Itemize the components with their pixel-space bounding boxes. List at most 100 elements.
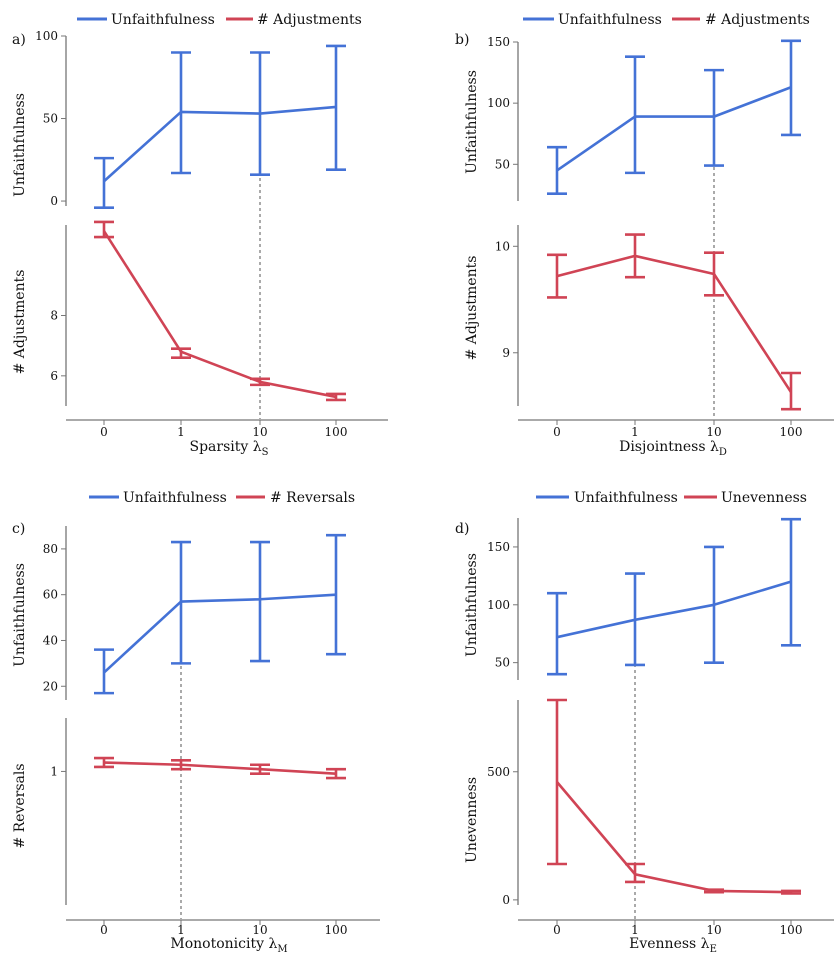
x-axis-label: Sparsity λS <box>190 439 269 458</box>
top-y-tick-label: 0 <box>50 194 58 208</box>
x-axis-label-subscript: M <box>277 944 287 955</box>
top-series-line <box>103 105 337 183</box>
x-tick-label: 10 <box>706 425 721 439</box>
top-error-bar <box>704 545 724 664</box>
bottom-error-bar <box>704 251 724 297</box>
top-y-tick-label: 150 <box>487 35 510 49</box>
legend-label-secondary: Unevenness <box>721 490 807 506</box>
top-error-bar <box>94 648 114 695</box>
bottom-error-bar <box>547 698 567 866</box>
chart-panel-d: 0 1 10 100 50 100 150 0 500 <box>487 495 834 937</box>
top-error-bar <box>250 540 270 663</box>
bottom-series-line <box>556 254 793 393</box>
bottom-error-bar <box>781 889 801 895</box>
bottom-series-line <box>103 761 337 775</box>
x-tick-label: 0 <box>553 425 561 439</box>
top-error-bar <box>625 55 645 175</box>
x-tick-label: 100 <box>325 425 348 439</box>
bottom-error-bar <box>704 888 724 894</box>
legend-label-unfaithfulness: Unfaithfulness <box>558 12 662 28</box>
top-y-tick-label: 40 <box>43 633 58 647</box>
bottom-series-line <box>102 230 337 399</box>
x-tick-label: 0 <box>100 425 108 439</box>
x-axis-label-subscript: S <box>262 447 269 458</box>
top-y-tick-label: 100 <box>487 598 510 612</box>
top-error-bar <box>547 145 567 195</box>
legend-label-secondary: # Adjustments <box>705 12 810 28</box>
top-error-bar <box>171 540 191 665</box>
x-tick-label: 1 <box>177 425 185 439</box>
top-error-bar <box>326 533 346 656</box>
top-y-tick-label: 150 <box>487 540 510 554</box>
bottom-series-line <box>556 781 792 894</box>
x-tick-label: 1 <box>631 923 639 937</box>
bottom-y-tick-label: 8 <box>50 309 58 323</box>
bottom-error-bar <box>547 253 567 299</box>
top-y-tick-label: 80 <box>43 542 58 556</box>
panel-b: Unfaithfulness # Adjustments b) Unfaithf… <box>455 12 810 458</box>
legend-label-secondary: # Adjustments <box>257 12 362 28</box>
bottom-y-axis-label: # Adjustments <box>464 256 480 361</box>
bottom-y-tick-label: 10 <box>495 239 510 253</box>
x-axis-label-main: Sparsity λ <box>190 439 262 455</box>
panel-d: Unfaithfulness Unevenness d) Unfaithfuln… <box>455 490 807 955</box>
top-error-bar <box>250 51 270 176</box>
x-axis-label-main: Monotonicity λ <box>170 936 277 952</box>
top-error-bar <box>781 517 801 647</box>
chart-panel-c: 0 1 10 100 20 40 60 80 1 <box>43 495 380 937</box>
bottom-y-tick-label: 1 <box>50 764 58 778</box>
bottom-error-bar <box>326 392 346 402</box>
bottom-error-bar <box>250 377 270 387</box>
bottom-error-bar <box>326 767 346 780</box>
top-y-tick-label: 100 <box>35 29 58 43</box>
top-error-bar <box>171 51 191 175</box>
legend-label-secondary: # Reversals <box>270 490 355 506</box>
chart-panel-b: 0 1 10 100 50 100 150 9 10 <box>487 17 834 439</box>
top-y-axis-label: Unfaithfulness <box>12 563 28 667</box>
bottom-error-bar <box>94 220 114 239</box>
bottom-error-bar <box>171 758 191 771</box>
panel-label: b) <box>455 32 469 48</box>
panel-label: d) <box>455 521 469 537</box>
top-y-tick-label: 100 <box>487 96 510 110</box>
bottom-error-bar <box>250 763 270 775</box>
top-error-bar <box>326 44 346 171</box>
panel-c: Unfaithfulness # Reversals c) Unfaithful… <box>12 490 355 955</box>
top-y-tick-label: 60 <box>43 588 58 602</box>
bottom-y-tick-label: 9 <box>502 346 510 360</box>
top-y-axis-label: Unfaithfulness <box>464 70 480 174</box>
bottom-y-axis-label: # Adjustments <box>12 270 28 375</box>
x-tick-label: 0 <box>100 923 108 937</box>
top-y-axis-label: Unfaithfulness <box>12 93 28 197</box>
top-y-tick-label: 50 <box>43 112 58 126</box>
bottom-error-bar <box>625 233 645 279</box>
x-tick-label: 10 <box>706 923 721 937</box>
bottom-y-axis-label: # Reversals <box>12 763 28 848</box>
top-series-line <box>103 593 337 674</box>
panel-label: a) <box>12 32 26 48</box>
x-tick-label: 100 <box>325 923 348 937</box>
top-error-bar <box>547 591 567 676</box>
top-series-line <box>556 86 792 172</box>
panel-a: Unfaithfulness # Adjustments a) Unfaithf… <box>12 12 362 458</box>
x-tick-label: 10 <box>252 425 267 439</box>
x-axis-label-subscript: E <box>710 944 717 955</box>
top-y-tick-label: 50 <box>495 656 510 670</box>
x-tick-label: 1 <box>631 425 639 439</box>
top-error-bar <box>781 39 801 137</box>
x-axis-label-subscript: D <box>719 447 727 458</box>
top-error-bar <box>625 572 645 667</box>
x-tick-label: 0 <box>553 923 561 937</box>
x-tick-label: 100 <box>780 923 803 937</box>
top-error-bar <box>94 156 114 209</box>
bottom-y-axis-label: Unevenness <box>464 777 480 863</box>
x-axis-label-main: Evenness λ <box>629 936 710 952</box>
x-tick-label: 10 <box>252 923 267 937</box>
x-axis-label: Monotonicity λM <box>170 936 287 955</box>
x-tick-label: 1 <box>177 923 185 937</box>
bottom-error-bar <box>171 347 191 360</box>
bottom-y-tick-label: 0 <box>502 893 510 907</box>
x-axis-label: Evenness λE <box>629 936 717 955</box>
bottom-error-bar <box>625 862 645 884</box>
legend-label-unfaithfulness: Unfaithfulness <box>574 490 678 506</box>
